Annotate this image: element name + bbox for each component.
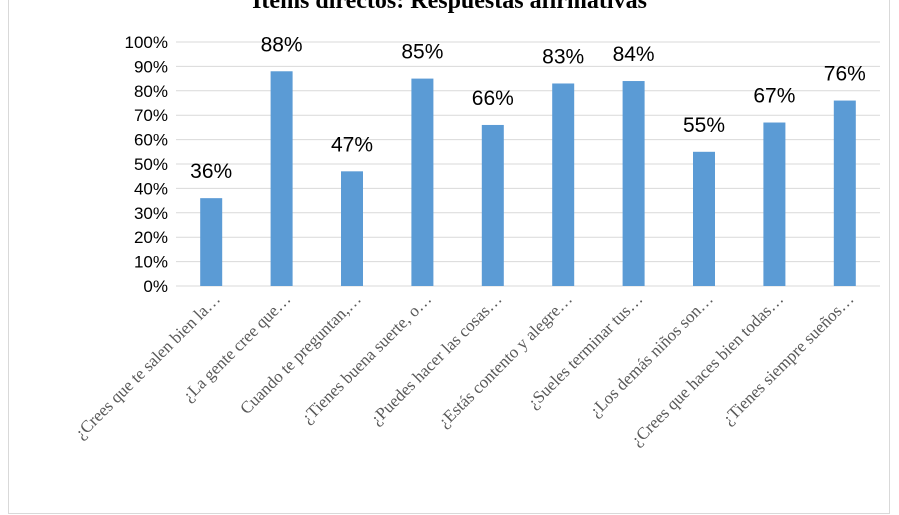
bar: [833, 100, 856, 286]
data-label: 83%: [542, 45, 584, 68]
x-tick-label: Cuando te preguntan,…: [236, 289, 365, 418]
bar: [200, 198, 223, 286]
y-tick-label: 10%: [134, 253, 168, 272]
y-tick-label: 40%: [134, 179, 168, 198]
data-label: 85%: [401, 41, 443, 64]
x-tick-label: ¿Estás contento y alegre…: [434, 289, 576, 431]
bar: [341, 171, 363, 286]
x-tick-label: ¿Crees que te salen bien la…: [71, 289, 224, 442]
y-tick-label: 80%: [134, 82, 168, 101]
data-label: 67%: [753, 85, 795, 108]
bar: [552, 83, 575, 286]
data-labels: 36% 88% 47% 85% 66% 83% 84% 55% 67% 76%: [190, 33, 866, 183]
x-tick-label: ¿Sueles terminar tus…: [523, 289, 646, 412]
y-axis: 0% 10% 20% 30% 40% 50% 60% 70% 80% 90% 100%: [125, 33, 168, 296]
x-tick-label: ¿Tienes siempre sueños…: [718, 289, 857, 428]
data-label: 76%: [824, 63, 866, 86]
bar: [693, 151, 715, 286]
y-tick-label: 60%: [134, 131, 168, 150]
bar: [763, 122, 786, 287]
bar: [622, 81, 645, 286]
data-label: 36%: [190, 160, 232, 183]
chart-frame: [8, 0, 890, 514]
data-label: 84%: [613, 43, 655, 66]
y-tick-label: 20%: [134, 228, 168, 247]
bar: [481, 124, 504, 287]
x-axis-labels: ¿Crees que te salen bien la…¿La gente cr…: [71, 289, 858, 449]
y-tick-label: 0%: [143, 277, 168, 296]
y-tick-label: 90%: [134, 57, 168, 76]
y-tick-label: 30%: [134, 204, 168, 223]
data-label: 88%: [261, 33, 303, 56]
x-tick-label: ¿Los demás niños son…: [586, 289, 717, 420]
chart-title: Ítems directos: Respuestas afirmativas: [252, 0, 647, 14]
data-label: 55%: [683, 114, 725, 137]
x-tick-label: ¿Puedes hacer las cosas…: [366, 289, 505, 428]
data-label: 47%: [331, 133, 373, 156]
gridlines: [176, 41, 880, 287]
x-tick-label: ¿Tienes buena suerte, o…: [297, 289, 435, 427]
data-label: 66%: [472, 87, 514, 110]
y-tick-label: 50%: [134, 155, 168, 174]
bar: [270, 71, 293, 286]
bar: [411, 78, 434, 286]
y-tick-label: 100%: [125, 33, 168, 52]
y-tick-label: 70%: [134, 106, 168, 125]
bars: [200, 71, 856, 287]
